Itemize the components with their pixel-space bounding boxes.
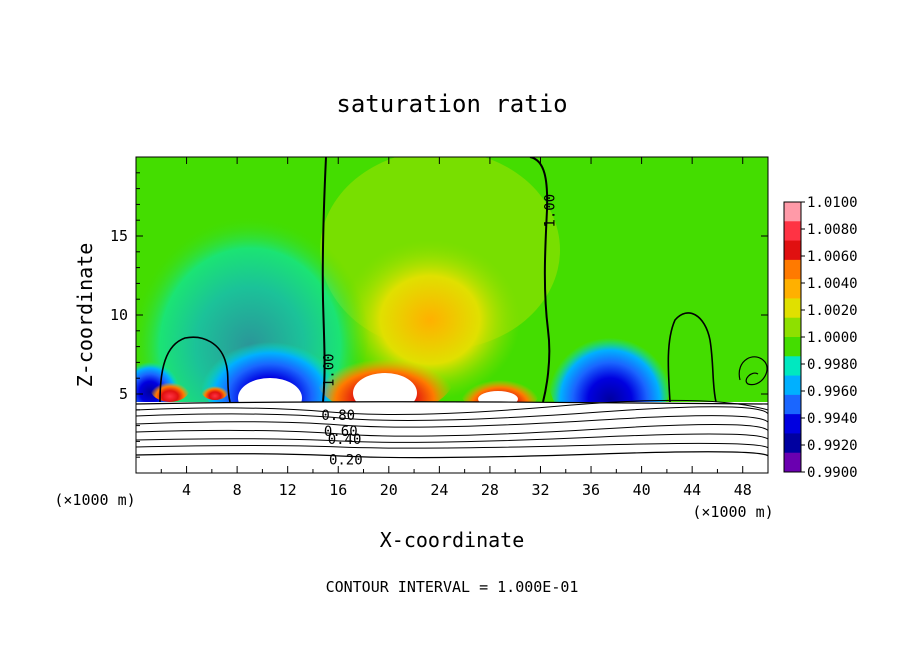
contour-s100-bump-right (667, 312, 717, 403)
x-tick-label: 36 (582, 481, 600, 499)
colorbar-swatch (784, 202, 801, 222)
colorbar-swatch (784, 375, 801, 396)
x-tick-label: 48 (734, 481, 752, 499)
colorbar-swatch (784, 259, 801, 280)
y-tick-label: 10 (110, 306, 128, 324)
contour-label: 0.80 (321, 408, 355, 424)
colorbar-label: 1.0060 (807, 249, 858, 265)
colorbar-label: 0.9980 (807, 357, 858, 373)
colorbar-label: 0.9960 (807, 384, 858, 400)
x-tick-label: 12 (279, 481, 297, 499)
x-tick-label: 24 (430, 481, 448, 499)
colorbar-label: 1.0080 (807, 222, 858, 238)
contour-s100-left (321, 157, 327, 403)
colorbar-swatch (784, 356, 801, 377)
contour-line-2 (136, 399, 768, 415)
contour-label: 1.00 (321, 353, 337, 387)
colorbar-swatch (784, 221, 801, 242)
x-tick-label: 16 (329, 481, 347, 499)
contour-label: 0.20 (329, 452, 363, 468)
lower-region (136, 402, 768, 473)
y-axis-label: Z-coordinate (73, 243, 97, 388)
x-unit-left: (×1000 m) (54, 491, 135, 509)
contour-line-3 (136, 406, 768, 421)
x-axis-label: X-coordinate (380, 528, 525, 552)
contour-label: 0.60 (324, 424, 358, 440)
contour-s100-right (529, 157, 551, 403)
x-tick-label: 32 (531, 481, 549, 499)
colorbar-swatch (784, 394, 801, 415)
colorbar-label: 1.0040 (807, 276, 858, 292)
contour-line-7 (136, 442, 768, 450)
field-hot-left (150, 374, 190, 402)
x-tick-label: 4 (182, 481, 191, 499)
x-axis-ticks: 4 8 12 16 20 24 28 32 36 40 44 48 (160, 157, 769, 499)
colorbar-label: 1.0020 (807, 303, 858, 319)
plot-area (136, 157, 768, 473)
colorbar-label: 0.9940 (807, 411, 858, 427)
colorbar-swatch (784, 298, 801, 319)
colorbar-swatch (784, 337, 801, 357)
x-tick-label: 8 (233, 481, 242, 499)
colorbar-swatch (784, 452, 801, 473)
contour-line-1 (136, 401, 768, 405)
colorbar-label: 0.9900 (807, 465, 858, 481)
chart-title: saturation ratio (336, 90, 567, 118)
colorbar-swatch (784, 433, 801, 454)
contour-s100-bump-left (159, 336, 231, 403)
contour-line-6 (136, 433, 768, 443)
field-hot-left2 (201, 380, 229, 400)
x-tick-label: 20 (380, 481, 398, 499)
contour-line-8 (136, 451, 768, 459)
colorbar-swatch (784, 317, 801, 338)
colorbar-label: 1.0100 (807, 195, 858, 211)
contour-line-4 (136, 415, 768, 428)
colorbar-label: 0.9920 (807, 438, 858, 454)
contour-labels: 1.00 1.00 0.800.600.40 0.20 (321, 194, 558, 468)
x-tick-label: 44 (683, 481, 701, 499)
contour-label: 1.00 (543, 194, 559, 228)
contour-label: 0.40 (328, 432, 362, 448)
x-unit-right: (×1000 m) (692, 503, 773, 521)
y-axis-ticks: 5 10 15 (110, 172, 768, 458)
contour-line-5 (136, 424, 768, 437)
colorbar-swatch (784, 414, 801, 434)
x-tick-label: 28 (481, 481, 499, 499)
colorbar-swatch (784, 279, 801, 299)
colorbar: 1.0100 1.0080 1.0060 1.0040 1.0020 1.0000 0.99… (783, 195, 858, 481)
y-tick-label: 5 (119, 385, 128, 403)
y-tick-label: 15 (110, 227, 128, 245)
contour-interval-note: CONTOUR INTERVAL = 1.000E-01 (326, 578, 579, 596)
colorbar-swatch (784, 240, 801, 261)
colorbar-label: 1.0000 (807, 330, 858, 346)
contour-edge-swirl (738, 356, 768, 386)
x-tick-label: 40 (633, 481, 651, 499)
